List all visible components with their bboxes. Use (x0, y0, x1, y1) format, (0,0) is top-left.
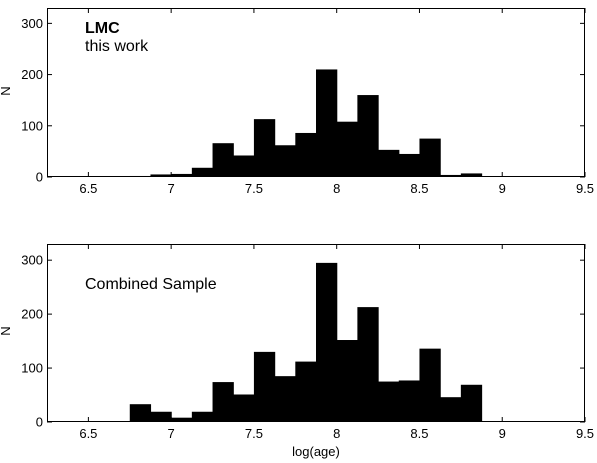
panel-annotation: this work (85, 38, 149, 55)
histogram-bar (212, 143, 234, 177)
x-tick-label: 8.5 (410, 181, 428, 196)
histogram-bar (460, 173, 483, 177)
histogram-bar (233, 155, 255, 177)
panel-annotation: LMC (85, 20, 120, 37)
y-tick-label: 300 (21, 16, 43, 31)
histogram-bar (398, 153, 421, 177)
histogram-bar (253, 351, 276, 422)
histogram-bar (357, 307, 379, 422)
x-tick-label: 7 (168, 426, 175, 441)
x-tick-label: 8 (333, 426, 340, 441)
histogram-bar (274, 145, 296, 177)
histogram-bar (253, 119, 276, 177)
histogram-bar (378, 149, 400, 177)
histogram-bar (212, 382, 234, 422)
x-tick-label: 7.5 (245, 426, 263, 441)
x-tick-label: 9 (499, 426, 506, 441)
bottom-histogram-panel: 6.5 7 7.5 8 8.5 9 9.5 0 100 200 300 Nlog(age) Combin… (0, 244, 594, 459)
x-axis-label: log(age) (292, 444, 340, 459)
histogram-bar (336, 121, 358, 177)
y-tick-label: 0 (36, 415, 43, 430)
histogram-bar (419, 138, 441, 177)
x-tick-label: 9.5 (576, 426, 594, 441)
histogram-bar (440, 174, 462, 177)
histogram-bar (191, 167, 214, 177)
histogram-bar (336, 340, 358, 422)
x-tick-label: 8.5 (410, 426, 428, 441)
y-tick-label: 0 (36, 170, 43, 185)
x-tick-label: 9 (499, 181, 506, 196)
x-tick-label: 9.5 (576, 181, 594, 196)
x-tick-label: 8 (333, 181, 340, 196)
histogram-bar (295, 132, 317, 177)
histogram-bar (150, 411, 172, 422)
histogram-bar (419, 348, 441, 422)
y-axis-label: N (0, 86, 13, 95)
histogram-bar (316, 262, 338, 422)
histogram-bar (460, 384, 483, 422)
histogram-bar (357, 95, 379, 177)
y-axis-label: N (0, 326, 13, 335)
y-tick-label: 200 (21, 67, 43, 82)
y-tick-label: 100 (21, 361, 43, 376)
histogram-bar (171, 417, 193, 422)
x-tick-label: 6.5 (79, 426, 97, 441)
histogram-bar (295, 361, 317, 422)
histogram-bar (233, 394, 255, 422)
histogram-bar (150, 174, 172, 177)
y-tick-label: 300 (21, 253, 43, 268)
histogram-bar (129, 404, 152, 422)
histogram-bar (171, 173, 193, 177)
histogram-bar (440, 397, 462, 422)
histogram-bar (378, 381, 400, 422)
y-tick-label: 100 (21, 118, 43, 133)
x-tick-label: 7.5 (245, 181, 263, 196)
histogram-bar (274, 376, 296, 422)
y-tick-label: 200 (21, 307, 43, 322)
x-tick-label: 7 (168, 181, 175, 196)
histogram-bar (398, 380, 421, 422)
axes-frame (47, 8, 585, 177)
axes-frame (47, 244, 585, 422)
histogram-bar (316, 69, 338, 177)
panel-annotation: Combined Sample (85, 276, 217, 293)
histogram-bar (191, 411, 214, 422)
x-tick-label: 6.5 (79, 181, 97, 196)
